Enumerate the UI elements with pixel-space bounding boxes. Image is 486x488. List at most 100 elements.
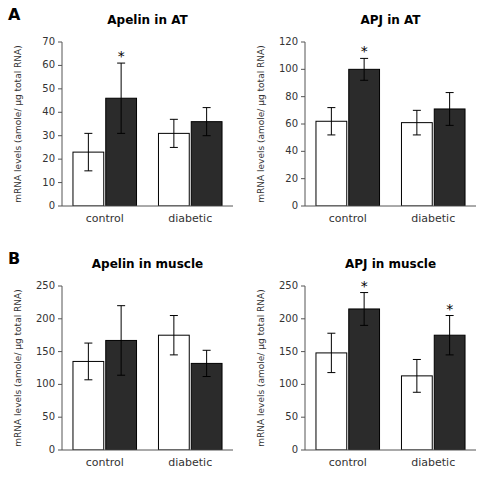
y-tick xyxy=(58,351,62,352)
annotations: * xyxy=(118,48,125,64)
error-bar xyxy=(446,93,454,126)
error-line xyxy=(173,119,174,147)
y-tick xyxy=(58,318,62,319)
error-bar xyxy=(170,119,178,147)
error-cap xyxy=(170,354,178,355)
significance-star: * xyxy=(361,43,368,59)
y-tick xyxy=(301,417,305,418)
y-tick-label: 100 xyxy=(279,63,298,74)
error-bar xyxy=(413,359,421,392)
y-tick-label: 200 xyxy=(36,313,55,324)
y-tick xyxy=(301,286,305,287)
y-tick-label: 200 xyxy=(279,313,298,324)
panel: APJ in musclemRNA levels (amole/ μg tota… xyxy=(256,257,477,469)
y-tick-label: 0 xyxy=(49,444,55,455)
y-tick xyxy=(58,384,62,385)
plot-area xyxy=(316,58,465,206)
y-tick xyxy=(301,42,305,43)
error-cap xyxy=(84,379,92,380)
panel: APJ in AT mRNA levels (amole/ μg total RN… xyxy=(256,13,477,225)
y-tick xyxy=(301,384,305,385)
error-bar xyxy=(327,333,335,372)
y-tick-label: 150 xyxy=(279,346,298,357)
y-tick-label: 50 xyxy=(285,411,298,422)
y-tick xyxy=(58,206,62,207)
figure: AApelin in ATmRNA levels (amole/ μg tota… xyxy=(0,0,486,488)
error-cap xyxy=(170,119,178,120)
x-tick-label: diabetic xyxy=(168,456,212,469)
y-tick-label: 60 xyxy=(42,59,55,70)
significance-star: * xyxy=(118,48,125,64)
error-line xyxy=(206,350,207,376)
y-tick xyxy=(58,450,62,451)
title: APJ in muscle xyxy=(345,257,436,271)
error-cap xyxy=(117,375,125,376)
title: Apelin in muscle xyxy=(92,257,203,271)
y-tick xyxy=(301,96,305,97)
y-tick-label: 100 xyxy=(279,378,298,389)
error-bar xyxy=(327,108,335,135)
y-tick xyxy=(58,65,62,66)
error-cap xyxy=(446,92,454,93)
background xyxy=(0,0,486,488)
error-cap xyxy=(327,372,335,373)
error-line xyxy=(121,306,122,376)
error-cap xyxy=(413,392,421,393)
x-tick-label: control xyxy=(329,212,367,225)
y-tick xyxy=(58,417,62,418)
y-tick-label: 20 xyxy=(285,173,298,184)
y-axis-line xyxy=(62,42,63,206)
error-cap xyxy=(413,110,421,111)
y-tick-label: 0 xyxy=(49,200,55,211)
error-bar xyxy=(84,133,92,170)
error-bar xyxy=(170,316,178,355)
y-tick xyxy=(58,182,62,183)
error-line xyxy=(449,93,450,126)
y-tick-label: 0 xyxy=(292,444,298,455)
error-bar xyxy=(360,58,368,80)
error-cap xyxy=(327,333,335,334)
error-line xyxy=(206,108,207,136)
error-cap xyxy=(360,80,368,81)
error-bar xyxy=(360,293,368,326)
y-tick xyxy=(301,318,305,319)
error-line xyxy=(416,359,417,392)
error-line xyxy=(331,108,332,135)
error-line xyxy=(331,333,332,372)
error-cap xyxy=(327,134,335,135)
plot-area xyxy=(73,306,222,450)
y-tick xyxy=(58,159,62,160)
y-tick-label: 30 xyxy=(42,130,55,141)
error-cap xyxy=(360,325,368,326)
error-line xyxy=(88,343,89,380)
title: APJ in AT xyxy=(360,13,421,27)
y-tick xyxy=(58,286,62,287)
x-axis-line xyxy=(62,450,233,451)
y-tick-label: 50 xyxy=(42,83,55,94)
panel: BApelin in musclemRNA levels (amole/ μg … xyxy=(8,249,233,469)
plot-area xyxy=(316,293,465,450)
y-tick-label: 250 xyxy=(279,280,298,291)
error-line xyxy=(364,293,365,326)
y-axis-line xyxy=(305,42,306,206)
error-cap xyxy=(413,359,421,360)
y-tick-label: 40 xyxy=(42,106,55,117)
y-tick-label: 120 xyxy=(279,36,298,47)
y-tick-label: 0 xyxy=(292,200,298,211)
y-tick xyxy=(58,88,62,89)
error-cap xyxy=(170,315,178,316)
error-bar xyxy=(413,110,421,135)
error-bar xyxy=(117,306,125,376)
x-tick-label: diabetic xyxy=(168,212,212,225)
y-tick-label: 10 xyxy=(42,177,55,188)
y-axis-line xyxy=(62,286,63,450)
error-line xyxy=(364,58,365,80)
error-cap xyxy=(117,305,125,306)
y-tick-label: 70 xyxy=(42,36,55,47)
error-cap xyxy=(446,354,454,355)
error-line xyxy=(121,63,122,133)
y-tick xyxy=(58,135,62,136)
y-axis-label: mRNA levels (amole/ μg total RNA) xyxy=(256,45,266,202)
significance-star: * xyxy=(361,278,368,294)
y-tick xyxy=(301,450,305,451)
